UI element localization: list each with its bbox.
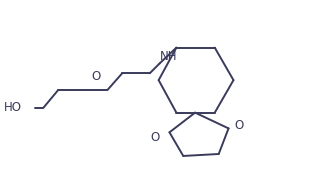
Text: NH: NH bbox=[160, 50, 177, 63]
Text: O: O bbox=[235, 119, 244, 132]
Text: O: O bbox=[150, 131, 160, 144]
Text: HO: HO bbox=[4, 101, 22, 114]
Text: O: O bbox=[91, 70, 100, 83]
